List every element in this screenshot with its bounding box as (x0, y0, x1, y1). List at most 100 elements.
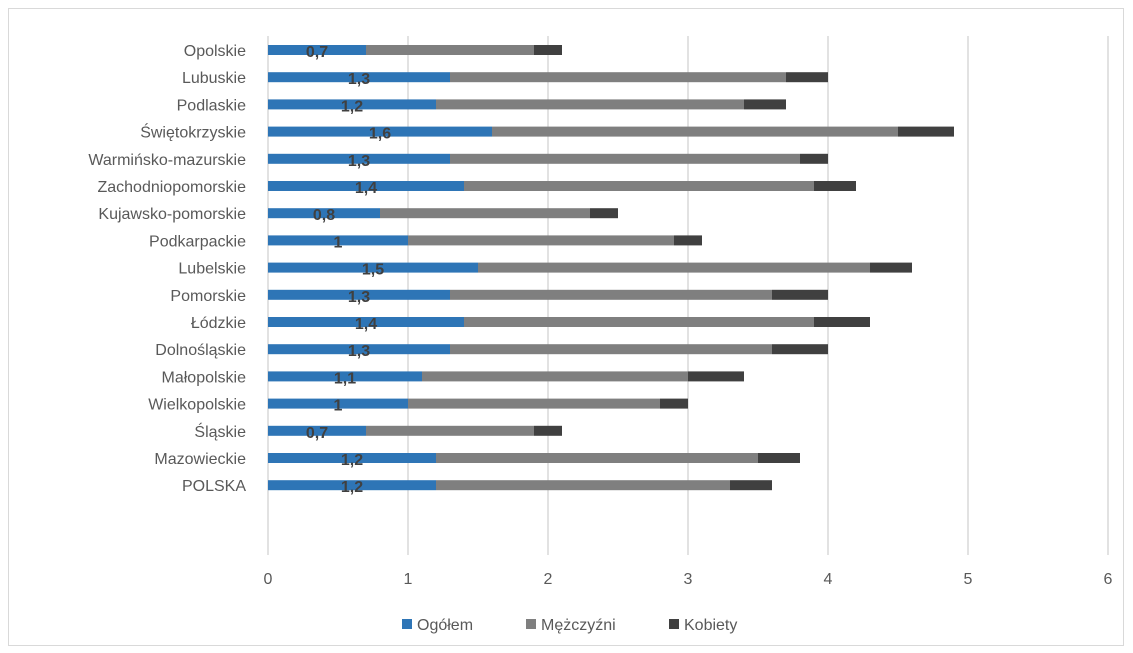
legend-label: Mężczyźni (541, 617, 616, 634)
category-label: Łódzkie (191, 315, 246, 332)
bar-segment (436, 99, 744, 110)
category-label: Śląskie (194, 422, 246, 441)
data-label: 1,1 (334, 370, 356, 387)
bar-segment (730, 480, 772, 491)
bar-segment (268, 208, 380, 219)
bar-segment (268, 126, 492, 137)
bar-segment (464, 181, 814, 191)
bar-segment (268, 425, 366, 436)
data-label: 1 (334, 234, 343, 251)
legend-swatch (526, 619, 536, 629)
category-label: Lubuskie (182, 70, 246, 87)
data-label: 1 (334, 398, 343, 415)
bar-segment (422, 371, 688, 382)
legend-label: Ogółem (417, 617, 473, 634)
data-label: 1,2 (341, 452, 363, 469)
data-label: 0,7 (306, 44, 328, 61)
category-label: Wielkopolskie (148, 397, 246, 414)
data-label: 0,8 (313, 207, 335, 224)
bar-segment (492, 126, 898, 137)
category-label: Kujawsko-pomorskie (98, 206, 246, 223)
data-label: 1,4 (355, 316, 377, 333)
category-label: POLSKA (182, 478, 246, 495)
category-label: Podlaskie (177, 97, 246, 114)
bar-segment (478, 262, 870, 273)
bar-segment (772, 344, 828, 355)
bar-segment (268, 289, 450, 300)
category-label: Świętokrzyskie (140, 123, 246, 142)
bar-segment (800, 153, 828, 164)
x-axis-ticks: 0 1 2 3 4 5 6 (264, 571, 1113, 588)
bar-segment (590, 208, 618, 219)
data-label: 1,3 (348, 343, 370, 360)
bar-segment (436, 480, 730, 491)
bar-segment (450, 289, 772, 300)
category-label: Lubelskie (178, 261, 246, 278)
bar-segment (366, 425, 534, 436)
bar-segment (898, 126, 954, 137)
x-tick-label: 3 (684, 571, 693, 588)
data-label: 1,4 (355, 180, 377, 197)
data-label: 1,2 (341, 479, 363, 496)
x-tick-label: 1 (404, 571, 413, 588)
bar-segment (268, 153, 450, 164)
category-label: Mazowieckie (154, 451, 246, 468)
data-labels: 0,7 1,3 1,2 1,6 1,3 1,4 0,8 1 1,5 1,3 1,4 1,3 1,1 1 0,… (306, 44, 391, 496)
category-label: Warmińsko-mazurskie (88, 152, 246, 169)
category-labels: Opolskie Lubuskie Podlaskie Świętokrzyskie W… (88, 43, 246, 495)
bar-segment (450, 72, 786, 83)
category-label: Dolnośląskie (155, 342, 246, 359)
data-label: 1,6 (369, 126, 391, 143)
bar-segment (268, 45, 366, 55)
bar-segment (814, 181, 856, 191)
x-tick-label: 6 (1104, 571, 1113, 588)
bar-segment (814, 317, 870, 327)
bar-segment (268, 262, 478, 273)
bar-segment (268, 480, 436, 491)
legend-label: Kobiety (684, 617, 737, 634)
data-label: 1,3 (348, 71, 370, 88)
x-tick-label: 0 (264, 571, 273, 588)
legend-item: Kobiety (669, 617, 737, 634)
bar-segment (380, 208, 590, 219)
bar-segment (268, 99, 436, 110)
x-tick-label: 5 (964, 571, 973, 588)
x-tick-label: 2 (544, 571, 553, 588)
legend-swatch (669, 619, 679, 629)
legend: Ogółem Mężczyźni Kobiety (402, 617, 737, 634)
category-label: Opolskie (184, 43, 246, 60)
bar-segment (408, 235, 674, 246)
data-label: 1,3 (348, 153, 370, 170)
bar-segment (268, 235, 408, 246)
data-label: 0,7 (306, 425, 328, 442)
data-label: 1,3 (348, 289, 370, 306)
category-label: Zachodniopomorskie (97, 179, 246, 196)
bar-segment (758, 453, 800, 463)
bar-segment (744, 99, 786, 110)
bar-segment (772, 289, 828, 300)
data-label: 1,5 (362, 262, 384, 279)
bar-segment (268, 371, 422, 382)
bar-segment (268, 344, 450, 355)
bar-segment (688, 371, 744, 382)
legend-item: Ogółem (402, 617, 473, 634)
bar-segment (674, 235, 702, 246)
data-label: 1,2 (341, 98, 363, 115)
x-tick-label: 4 (824, 571, 833, 588)
bar-segment (450, 153, 800, 164)
bar-segment (870, 262, 912, 273)
category-label: Małopolskie (162, 369, 247, 386)
bar-segment (268, 72, 450, 83)
bar-segment (268, 398, 408, 409)
bar-segment (408, 398, 660, 409)
bar-segment (436, 453, 758, 463)
category-label: Podkarpackie (149, 233, 246, 250)
bar-segment (450, 344, 772, 355)
bar-segment (268, 181, 464, 191)
bar-segment (534, 425, 562, 436)
bar-segment (464, 317, 814, 327)
bar-segment (268, 317, 464, 327)
legend-swatch (402, 619, 412, 629)
category-label: Pomorskie (170, 288, 246, 305)
